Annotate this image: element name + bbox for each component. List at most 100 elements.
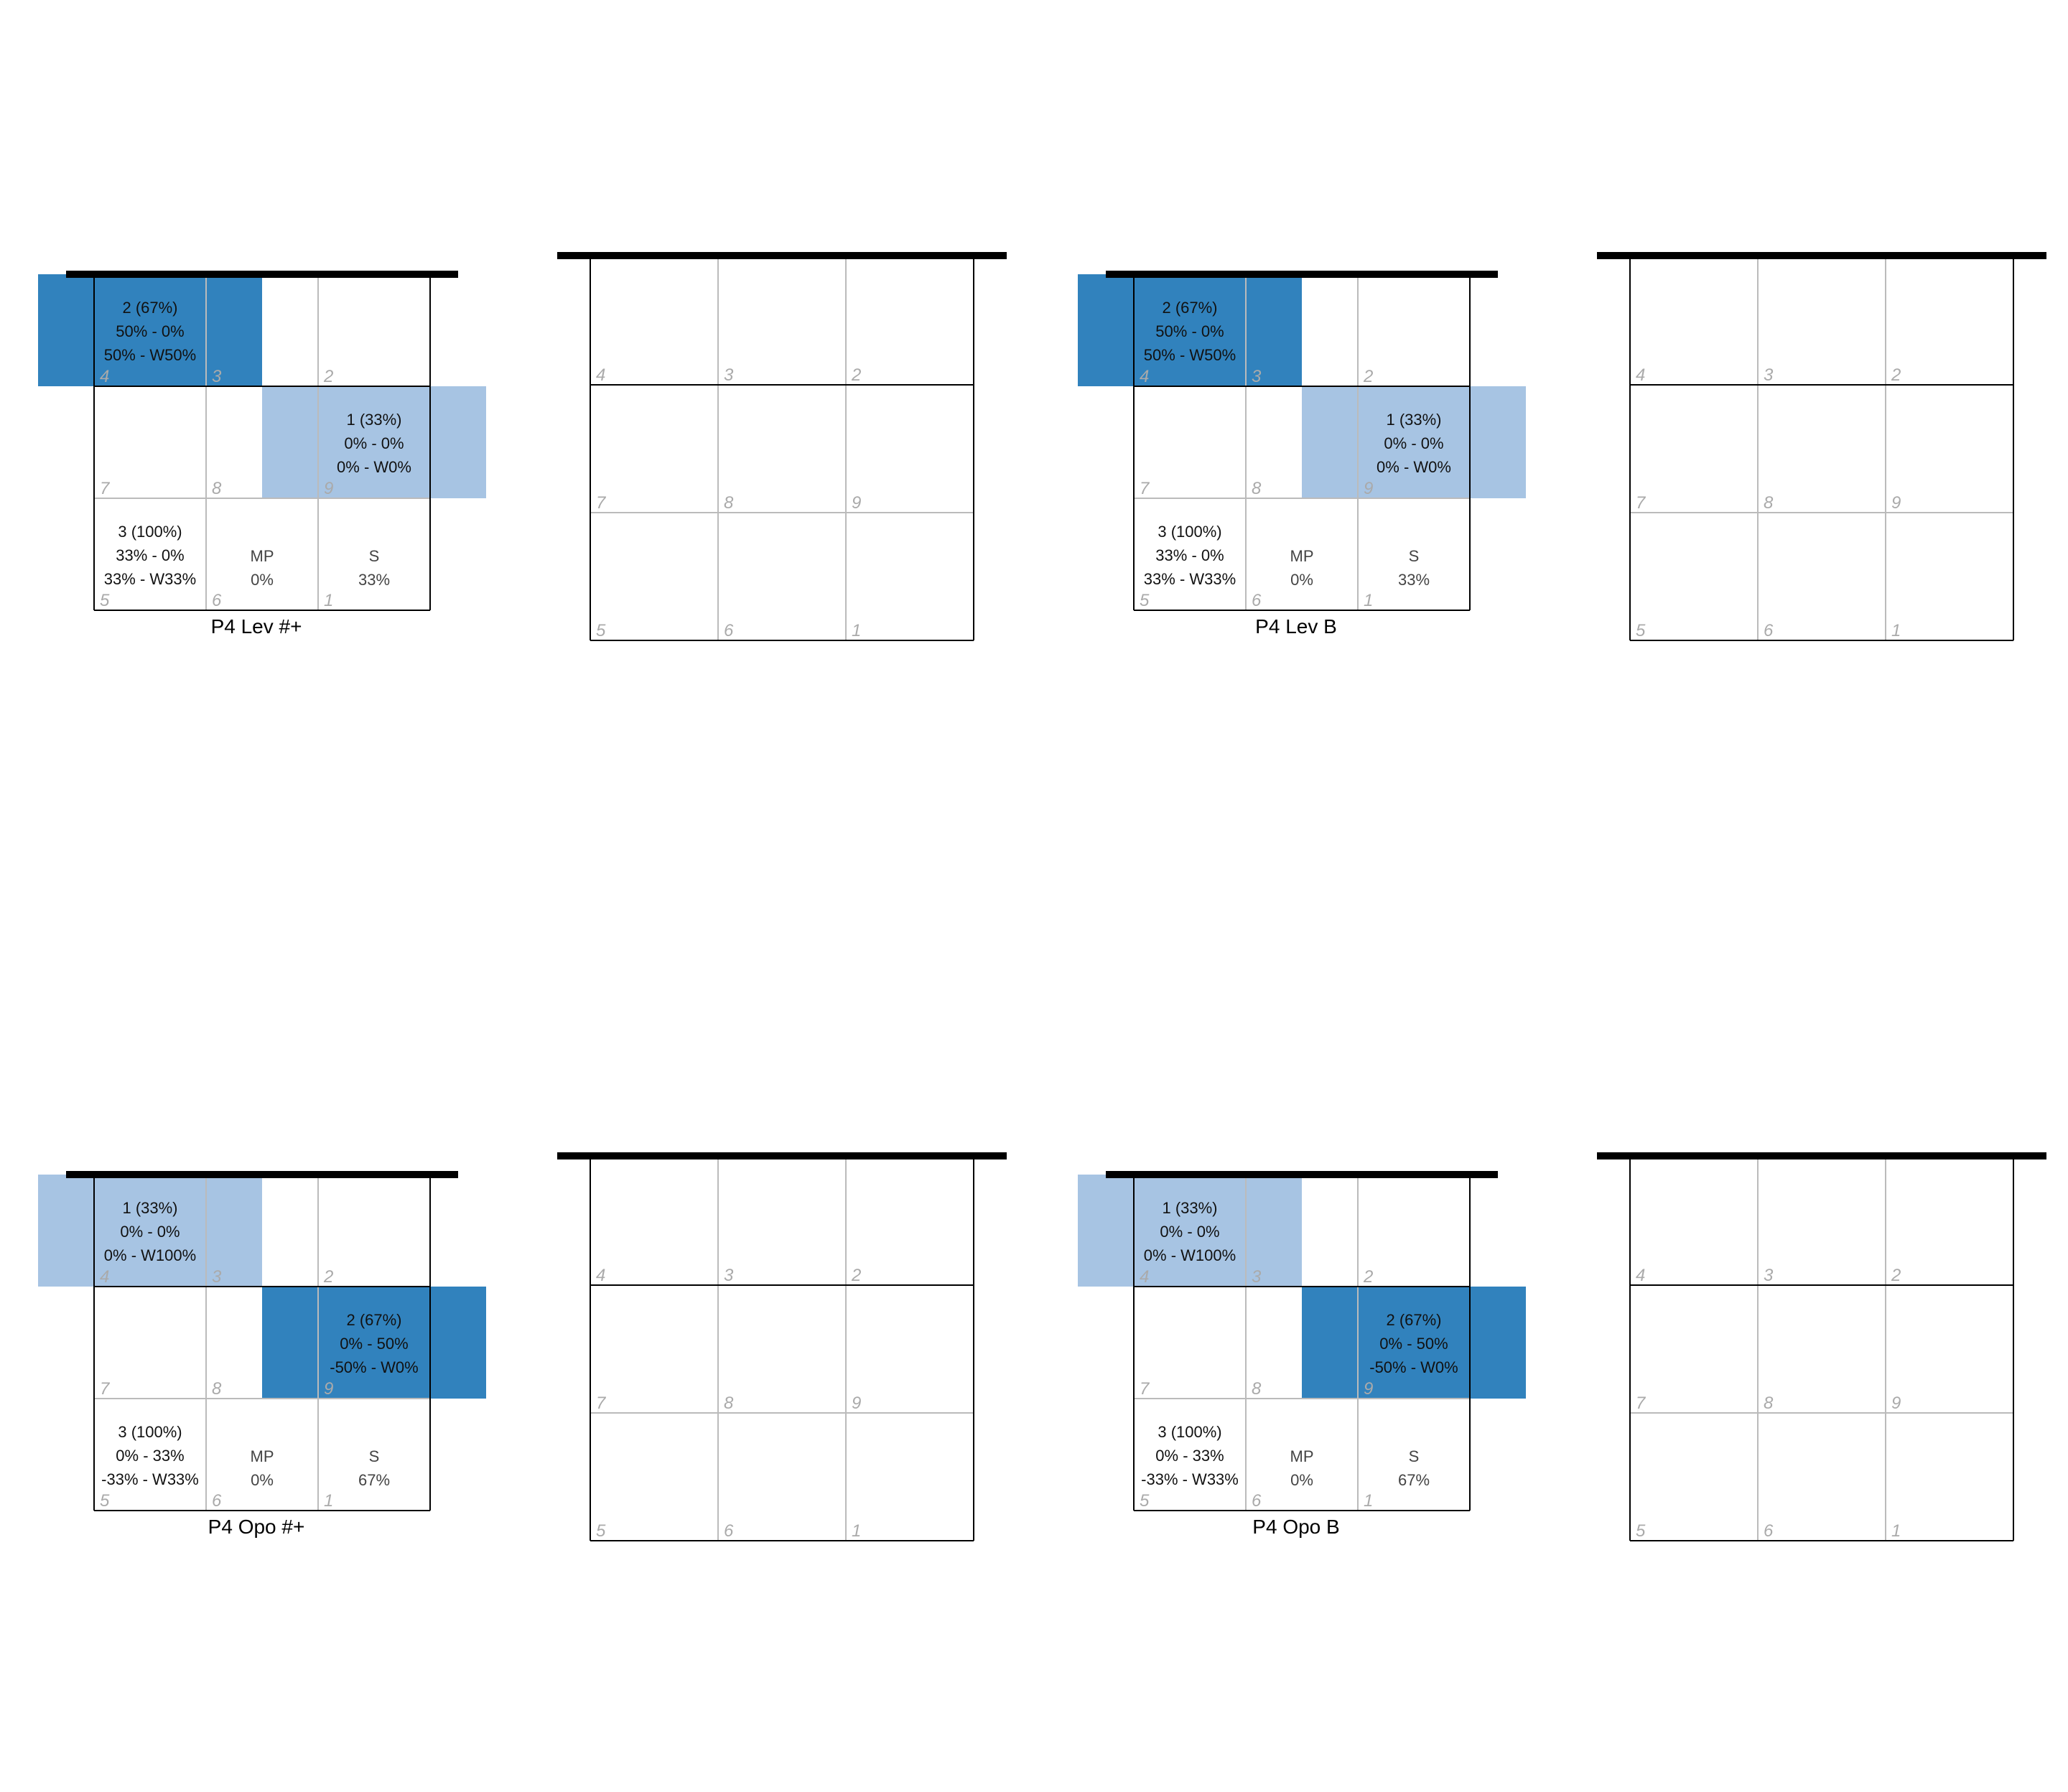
zone-number-label: 8 bbox=[212, 479, 222, 498]
zone-stat-line: 2 (67%) bbox=[346, 1311, 401, 1329]
zone-number-label: 4 bbox=[596, 1266, 605, 1285]
zone-number-label: 7 bbox=[1636, 493, 1647, 513]
zone-number-label: 8 bbox=[1764, 1394, 1774, 1413]
zone-stat-line: 1 (33%) bbox=[346, 411, 401, 429]
zone-number-label: 6 bbox=[1764, 1521, 1774, 1541]
zone-number-label: 6 bbox=[1252, 1491, 1262, 1511]
zone-stat-line: 2 (67%) bbox=[1386, 1311, 1441, 1329]
zone-number-label: 3 bbox=[1764, 365, 1774, 385]
back-zone-stat-line: 3 (100%) bbox=[1158, 1423, 1221, 1441]
zone-number-label: 2 bbox=[1363, 1267, 1373, 1287]
highlight-zone-block bbox=[262, 1287, 486, 1399]
back-zone-stat-line: 3 (100%) bbox=[118, 523, 182, 541]
zone-stat-line: 2 (67%) bbox=[122, 299, 177, 317]
zone-chart-panel: 4 3 2 7 8 9 5 6 1 1 (33%) 0% - 0% 0% - W100% 2 (67%)… bbox=[1078, 1171, 1526, 1538]
zone-number-label: 1 bbox=[852, 621, 861, 640]
zone-number-label: 5 bbox=[1140, 1491, 1150, 1511]
setter-stat-line: S bbox=[369, 1447, 380, 1465]
zone-stat-line: 2 (67%) bbox=[1162, 299, 1217, 317]
setter-stat-line: 67% bbox=[358, 1471, 390, 1489]
zone-number-label: 6 bbox=[212, 1491, 222, 1511]
zone-number-label: 6 bbox=[1764, 621, 1774, 640]
zone-number-label: 1 bbox=[1891, 1521, 1901, 1541]
zone-number-label: 9 bbox=[1891, 1394, 1901, 1413]
zone-stat-line: 0% - 0% bbox=[344, 434, 404, 452]
mp-stat-line: 0% bbox=[251, 1471, 274, 1489]
zone-stat-line: 0% - W0% bbox=[1377, 458, 1451, 476]
zone-number-label: 5 bbox=[100, 591, 110, 610]
zone-number-label: 3 bbox=[212, 367, 222, 386]
zone-number-label: 3 bbox=[724, 1266, 734, 1285]
zone-stat-line: 0% - W100% bbox=[104, 1246, 196, 1264]
zone-number-label: 2 bbox=[323, 367, 333, 386]
mp-stat-line: MP bbox=[1290, 547, 1314, 565]
zone-number-label: 6 bbox=[724, 621, 734, 640]
zone-number-label: 5 bbox=[1140, 591, 1150, 610]
zone-number-label: 1 bbox=[324, 1491, 333, 1511]
zone-number-label: 2 bbox=[851, 1266, 861, 1285]
zone-number-label: 9 bbox=[1364, 1379, 1373, 1399]
zone-number-label: 2 bbox=[851, 365, 861, 385]
zone-number-label: 7 bbox=[1140, 479, 1150, 498]
zone-number-label: 3 bbox=[724, 365, 734, 385]
mp-stat-line: 0% bbox=[251, 571, 274, 589]
zone-number-label: 4 bbox=[1140, 1267, 1149, 1287]
zone-number-label: 8 bbox=[724, 493, 734, 513]
zone-stat-line: 0% - 0% bbox=[120, 1223, 180, 1241]
zone-number-label: 2 bbox=[1891, 1266, 1901, 1285]
back-zone-stat-line: 33% - 0% bbox=[116, 546, 184, 564]
zone-chart-panel: 4 3 2 7 8 9 5 6 1 2 (67%) 50% - 0% 50% - W50% 1 (33%… bbox=[1078, 271, 1526, 638]
mp-stat-line: 0% bbox=[1290, 1471, 1313, 1489]
zone-number-label: 9 bbox=[1364, 479, 1373, 498]
zone-number-label: 4 bbox=[100, 1267, 109, 1287]
highlight-zone-block bbox=[1078, 274, 1302, 386]
zone-number-label: 7 bbox=[100, 1379, 111, 1399]
zone-stat-line: 0% - W100% bbox=[1144, 1246, 1236, 1264]
zone-stat-line: 0% - 50% bbox=[1379, 1335, 1448, 1353]
zone-number-label: 8 bbox=[1252, 479, 1262, 498]
back-zone-stat-line: -33% - W33% bbox=[101, 1470, 199, 1488]
setter-stat-line: 67% bbox=[1398, 1471, 1430, 1489]
zone-stat-line: -50% - W0% bbox=[1369, 1358, 1458, 1376]
zone-number-label: 5 bbox=[596, 621, 606, 640]
zone-number-label: 1 bbox=[324, 591, 333, 610]
zone-number-label: 5 bbox=[100, 1491, 110, 1511]
zone-stat-line: 50% - W50% bbox=[104, 346, 196, 364]
zone-stat-line: 0% - W0% bbox=[337, 458, 411, 476]
zone-number-label: 8 bbox=[1252, 1379, 1262, 1399]
zone-number-label: 5 bbox=[596, 1521, 606, 1541]
zone-chart-panel: 4 3 2 7 8 9 5 6 1 bbox=[1597, 1152, 2046, 1541]
zone-stat-line: -50% - W0% bbox=[330, 1358, 418, 1376]
zone-number-label: 1 bbox=[1364, 591, 1373, 610]
back-zone-stat-line: 33% - W33% bbox=[1144, 570, 1236, 588]
zone-stat-line: 1 (33%) bbox=[1162, 1199, 1217, 1217]
back-zone-stat-line: 0% - 33% bbox=[1155, 1447, 1224, 1465]
mp-stat-line: 0% bbox=[1290, 571, 1313, 589]
zone-number-label: 4 bbox=[1636, 365, 1645, 385]
zone-number-label: 4 bbox=[1140, 367, 1149, 386]
setter-stat-line: 33% bbox=[358, 571, 390, 589]
setter-stat-line: S bbox=[1409, 1447, 1420, 1465]
zone-number-label: 2 bbox=[1891, 365, 1901, 385]
zone-number-label: 1 bbox=[852, 1521, 861, 1541]
mp-stat-line: MP bbox=[251, 547, 274, 565]
zone-number-label: 6 bbox=[1252, 591, 1262, 610]
back-zone-stat-line: 3 (100%) bbox=[118, 1423, 182, 1441]
highlight-zone-block bbox=[1078, 1175, 1302, 1287]
mp-stat-line: MP bbox=[251, 1447, 274, 1465]
zone-number-label: 5 bbox=[1636, 1521, 1646, 1541]
zone-number-label: 7 bbox=[596, 1394, 607, 1413]
zone-stat-line: 50% - W50% bbox=[1144, 346, 1236, 364]
zone-number-label: 1 bbox=[1364, 1491, 1373, 1511]
chart-title: P4 Opo #+ bbox=[208, 1516, 305, 1538]
zone-number-label: 9 bbox=[324, 1379, 333, 1399]
zone-number-label: 7 bbox=[1140, 1379, 1150, 1399]
zone-number-label: 3 bbox=[1252, 1267, 1262, 1287]
highlight-zone-block bbox=[1302, 386, 1526, 498]
zone-chart-panel: 4 3 2 7 8 9 5 6 1 bbox=[557, 252, 1007, 641]
zone-number-label: 3 bbox=[212, 1267, 222, 1287]
zone-stat-line: 0% - 50% bbox=[340, 1335, 408, 1353]
back-zone-stat-line: -33% - W33% bbox=[1141, 1470, 1239, 1488]
highlight-zone-block bbox=[262, 386, 486, 498]
zone-number-label: 6 bbox=[212, 591, 222, 610]
